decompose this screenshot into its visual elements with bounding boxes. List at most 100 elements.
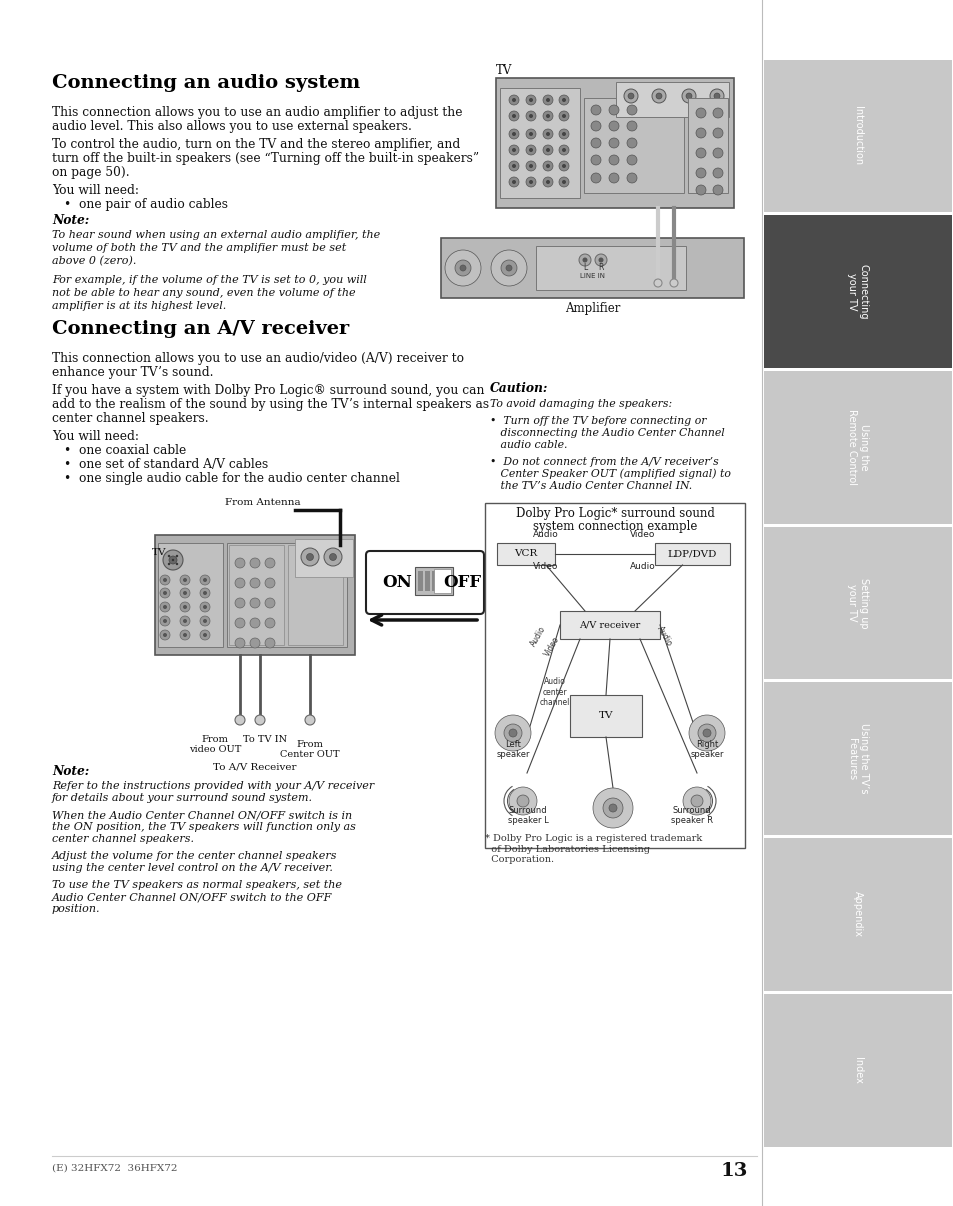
Text: Refer to the instructions provided with your A/V receiver: Refer to the instructions provided with … [52,781,374,791]
Circle shape [163,619,167,624]
Circle shape [459,265,465,271]
Circle shape [512,115,516,118]
Circle shape [250,558,260,568]
Text: Audio: Audio [528,625,547,648]
Circle shape [561,131,565,136]
Circle shape [545,180,550,185]
Text: •  one single audio cable for the audio center channel: • one single audio cable for the audio c… [64,472,399,485]
Text: TV: TV [152,548,167,557]
Circle shape [525,129,536,139]
Circle shape [265,638,274,648]
FancyBboxPatch shape [438,570,443,591]
Circle shape [200,602,210,611]
Text: Adjust the volume for the center channel speakers: Adjust the volume for the center channel… [52,851,337,861]
Text: Connecting an audio system: Connecting an audio system [52,74,360,92]
Text: This connection allows you to use an audio/video (A/V) receiver to: This connection allows you to use an aud… [52,352,463,365]
Circle shape [696,185,705,195]
Circle shape [542,129,553,139]
Circle shape [712,185,722,195]
Circle shape [250,598,260,608]
Circle shape [712,128,722,137]
Text: From Antenna: From Antenna [225,498,300,507]
Text: add to the realism of the sound by using the TV’s internal speakers as: add to the realism of the sound by using… [52,398,489,411]
Circle shape [558,160,568,171]
Text: above 0 (zero).: above 0 (zero). [52,256,136,267]
Text: Using the TV’s
Features: Using the TV’s Features [846,724,868,794]
Circle shape [175,555,178,557]
Circle shape [593,788,633,829]
Circle shape [602,798,622,818]
Circle shape [183,578,187,582]
Circle shape [654,279,661,287]
FancyBboxPatch shape [583,98,683,193]
FancyBboxPatch shape [484,503,744,848]
Circle shape [525,160,536,171]
FancyBboxPatch shape [294,539,353,576]
Circle shape [525,177,536,187]
Circle shape [529,98,533,103]
Bar [763,527,951,679]
Circle shape [590,121,600,131]
Circle shape [608,121,618,131]
Text: Audio: Audio [533,529,558,539]
Circle shape [713,93,720,99]
Text: the TV’s Audio Center Channel IN.: the TV’s Audio Center Channel IN. [490,481,692,491]
Text: To A/V Receiver: To A/V Receiver [213,763,296,772]
Circle shape [234,617,245,628]
Circle shape [545,131,550,136]
Text: amplifier is at its highest level.: amplifier is at its highest level. [52,302,226,311]
Circle shape [200,575,210,585]
Circle shape [656,93,661,99]
Circle shape [265,578,274,589]
Circle shape [608,804,617,812]
Circle shape [696,168,705,178]
Text: For example, if the volume of the TV is set to 0, you will: For example, if the volume of the TV is … [52,275,366,285]
FancyBboxPatch shape [434,569,451,593]
Text: To hear sound when using an external audio amplifier, the: To hear sound when using an external aud… [52,230,380,240]
Text: Audio: Audio [630,562,655,570]
Circle shape [712,109,722,118]
Circle shape [542,95,553,105]
Circle shape [301,548,318,566]
Text: on page 50).: on page 50). [52,166,130,178]
Text: ON: ON [381,574,412,591]
FancyBboxPatch shape [569,695,641,737]
Text: •  Do not connect from the A/V receiver’s: • Do not connect from the A/V receiver’s [490,457,718,467]
Text: To use the TV speakers as normal speakers, set the: To use the TV speakers as normal speaker… [52,880,341,890]
FancyBboxPatch shape [366,551,483,614]
Circle shape [542,177,553,187]
Text: enhance your TV’s sound.: enhance your TV’s sound. [52,365,213,379]
FancyBboxPatch shape [687,98,727,193]
Circle shape [444,250,480,286]
Circle shape [200,630,210,640]
Text: •  Turn off the TV before connecting or: • Turn off the TV before connecting or [490,416,706,426]
Circle shape [509,160,518,171]
Text: Audio Center Channel ON/OFF switch to the OFF: Audio Center Channel ON/OFF switch to th… [52,892,332,902]
Text: the ON position, the TV speakers will function only as: the ON position, the TV speakers will fu… [52,822,355,832]
Circle shape [163,591,167,595]
Text: * Dolby Pro Logic is a registered trademark
  of Dolby Laboratories Licensing
  : * Dolby Pro Logic is a registered tradem… [484,835,701,863]
Text: audio cable.: audio cable. [490,440,567,450]
Circle shape [203,591,207,595]
FancyBboxPatch shape [655,543,729,564]
Text: VCR: VCR [514,550,537,558]
Circle shape [180,589,190,598]
Text: •  one coaxial cable: • one coaxial cable [64,444,186,457]
Circle shape [168,555,170,557]
Circle shape [160,630,170,640]
Circle shape [234,558,245,568]
Text: LDP/DVD: LDP/DVD [667,550,717,558]
Circle shape [265,617,274,628]
Circle shape [529,180,533,185]
Circle shape [491,250,526,286]
Circle shape [495,715,531,751]
Bar [763,215,951,368]
Circle shape [590,105,600,115]
Circle shape [709,89,723,103]
Circle shape [183,591,187,595]
Circle shape [608,156,618,165]
Text: You will need:: You will need: [52,431,139,443]
Text: Right
speaker: Right speaker [690,739,723,759]
Circle shape [696,128,705,137]
Text: You will need:: You will need: [52,185,139,197]
